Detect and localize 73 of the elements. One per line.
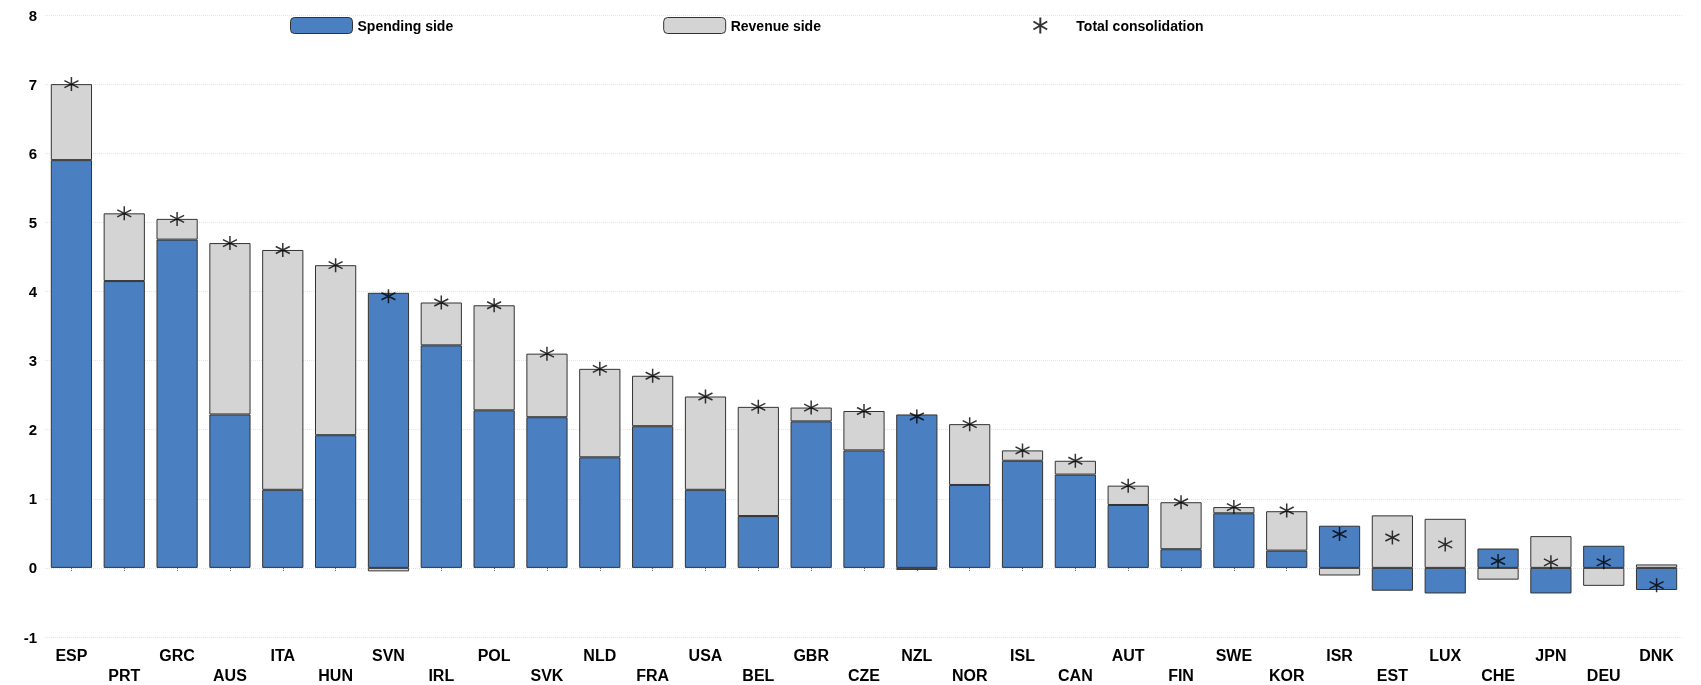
x-tick-label: CZE bbox=[848, 666, 881, 684]
x-tick-label: NOR bbox=[951, 666, 988, 684]
point bbox=[1067, 453, 1084, 469]
x-tick-label: AUS bbox=[213, 666, 248, 684]
y-tick-label: 5 bbox=[28, 213, 37, 231]
point bbox=[1331, 526, 1348, 542]
point bbox=[380, 288, 397, 305]
point bbox=[803, 399, 819, 416]
point bbox=[592, 361, 608, 377]
x-tick-label: IRL bbox=[428, 666, 455, 684]
y-tick-label: 3 bbox=[28, 352, 37, 370]
x-tick-label: PRT bbox=[108, 666, 141, 684]
point bbox=[539, 345, 555, 362]
x-tick-label: ITA bbox=[270, 646, 296, 664]
x-tick-label: FRA bbox=[636, 666, 670, 684]
x-tick-label: EST bbox=[1376, 666, 1409, 684]
bar bbox=[896, 414, 938, 568]
point bbox=[1226, 499, 1242, 515]
point bbox=[327, 257, 344, 273]
y-tick-label: 1 bbox=[28, 490, 37, 508]
y-tick-label: 0 bbox=[28, 559, 37, 577]
x-tick-label: USA bbox=[688, 646, 723, 664]
bar bbox=[1635, 567, 1678, 590]
x-tick-label: SVK bbox=[530, 666, 564, 684]
point bbox=[275, 242, 291, 258]
point bbox=[1014, 442, 1031, 459]
point bbox=[222, 235, 238, 251]
x-tick-label: CAN bbox=[1058, 666, 1093, 684]
x-tick-label: LUX bbox=[1429, 646, 1462, 664]
point bbox=[961, 416, 978, 432]
point bbox=[116, 205, 133, 222]
bar bbox=[367, 292, 410, 568]
point bbox=[63, 76, 80, 92]
point bbox=[1543, 554, 1559, 571]
x-tick-label: AUT bbox=[1111, 646, 1145, 664]
point bbox=[856, 403, 872, 419]
x-tick-label: SWE bbox=[1215, 646, 1253, 664]
point bbox=[697, 388, 714, 405]
x-tick-label: ISR bbox=[1326, 646, 1354, 664]
point bbox=[909, 408, 925, 425]
legend-label: Revenue side bbox=[730, 17, 822, 34]
x-tick-label: BEL bbox=[742, 666, 775, 684]
x-tick-label: NZL bbox=[901, 646, 933, 664]
x-tick-label: GBR bbox=[793, 646, 830, 664]
point bbox=[644, 368, 661, 384]
x-tick-label: POL bbox=[477, 646, 511, 664]
x-tick-label: GRC bbox=[159, 646, 196, 664]
legend-label: Total consolidation bbox=[1076, 17, 1204, 34]
x-tick-label: FIN bbox=[1168, 666, 1194, 684]
point bbox=[1278, 502, 1295, 519]
x-tick-label: SVN bbox=[372, 646, 405, 664]
point bbox=[750, 399, 767, 415]
x-tick-label: ESP bbox=[55, 646, 88, 664]
x-tick-label: JPN bbox=[1535, 646, 1567, 664]
x-tick-label: HUN bbox=[318, 666, 353, 684]
y-tick-label: -1 bbox=[23, 628, 37, 646]
point bbox=[486, 297, 502, 314]
y-tick-label: 7 bbox=[28, 75, 37, 93]
x-tick-label: CHE bbox=[1481, 666, 1516, 684]
point bbox=[1173, 494, 1189, 510]
y-tick-label: 4 bbox=[28, 282, 38, 300]
point bbox=[433, 294, 450, 311]
x-tick-label: NLD bbox=[583, 646, 617, 664]
point bbox=[1120, 477, 1136, 494]
x-tick-label: DEU bbox=[1586, 666, 1621, 684]
x-tick-label: KOR bbox=[1268, 666, 1305, 684]
x-tick-label: ISL bbox=[1010, 646, 1036, 664]
point bbox=[169, 211, 185, 227]
y-tick-label: 2 bbox=[28, 421, 37, 439]
legend-label: Spending side bbox=[357, 17, 454, 34]
y-tick-label: 8 bbox=[28, 6, 37, 24]
y-tick-label: 6 bbox=[28, 144, 37, 162]
x-tick-label: DNK bbox=[1639, 646, 1675, 664]
